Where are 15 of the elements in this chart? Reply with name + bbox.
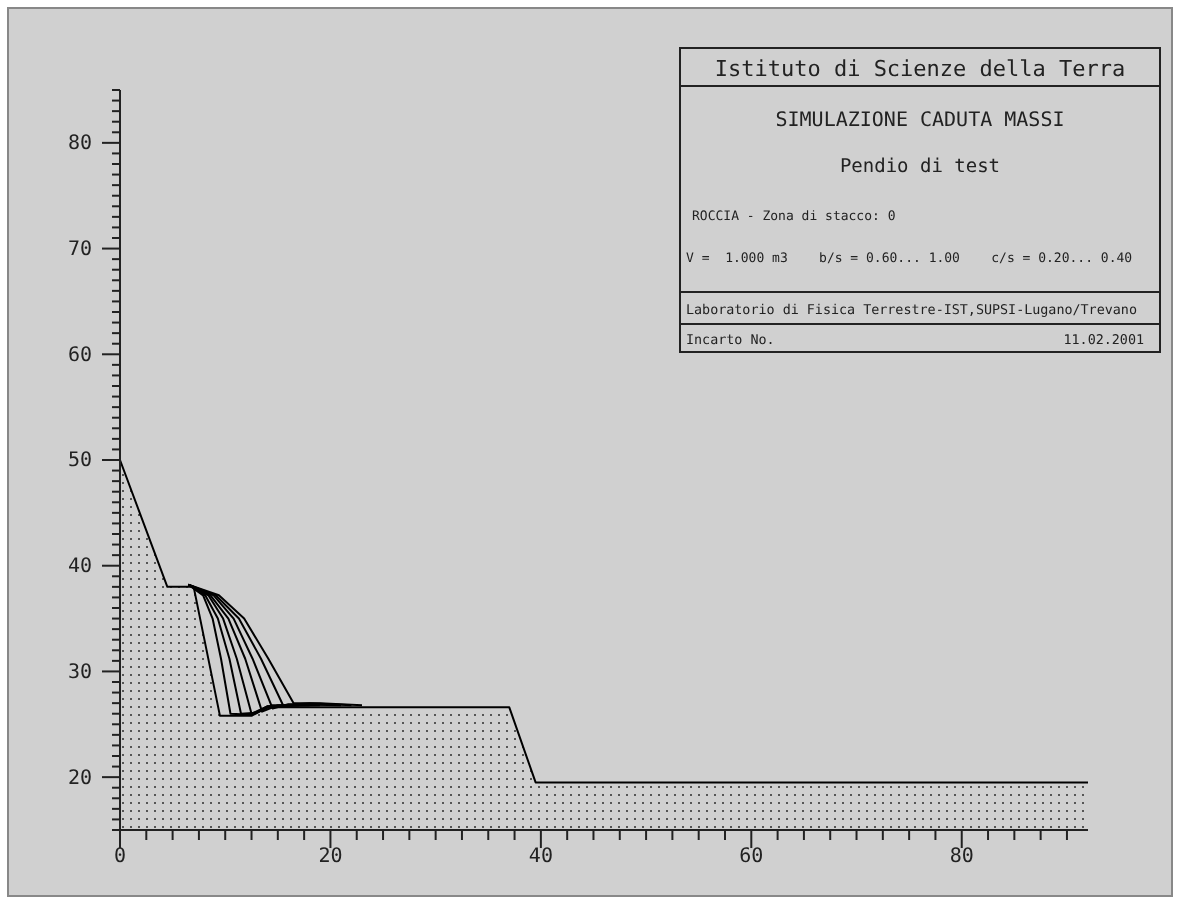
text: SIMULAZIONE CADUTA MASSI [775,110,1065,132]
y-tick-label: 80 [67,133,92,156]
text: Istituto di Scienze della Terra [714,56,1126,82]
x-tick-label: 60 [739,846,764,869]
y-tick-label: 40 [67,556,92,579]
x-tick-label: 40 [528,846,553,869]
y-tick-label: 50 [67,450,92,473]
x-tick-label: 20 [318,846,343,869]
y-tick-label: 60 [67,344,92,367]
x-tick-label: 80 [949,846,974,869]
text: Pendio di test [839,156,1001,178]
y-tick-label: 20 [67,767,92,790]
y-tick-label: 70 [67,238,92,261]
x-tick-label: 0 [113,846,127,869]
y-tick-label: 30 [67,661,92,684]
